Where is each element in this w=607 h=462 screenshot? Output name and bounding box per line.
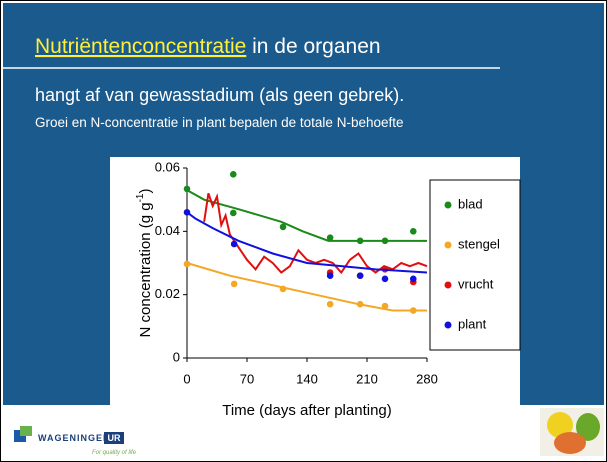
x-tick-label: 0 <box>183 371 190 386</box>
x-tick-label: 210 <box>356 371 378 386</box>
chart: 0 0.02 0.04 0.06 0 70 140 210 280 Time (days afte… <box>135 159 500 419</box>
data-point <box>183 209 191 216</box>
legend-marker <box>444 241 452 249</box>
legend-label: stengel <box>458 236 500 251</box>
data-point <box>230 280 238 288</box>
data-point <box>381 302 389 310</box>
x-tick-label: 70 <box>240 371 254 386</box>
x-axis-title: Time (days after planting) <box>222 402 392 419</box>
logo-mark <box>20 426 32 436</box>
data-point <box>326 300 334 308</box>
slide-title: Nutriëntenconcentratie in de organen <box>35 35 381 58</box>
logo-tagline: For quality of life <box>92 450 137 456</box>
data-point <box>229 171 237 178</box>
data-point <box>279 223 287 231</box>
y-tick-label: 0.02 <box>155 286 180 301</box>
legend-marker <box>444 201 452 209</box>
y-tick-label: 0.06 <box>155 159 180 174</box>
logo-box <box>104 432 124 444</box>
y-axis-title-part: -1 <box>135 193 146 202</box>
y-tick-label: 0.04 <box>155 223 180 238</box>
data-point <box>356 237 364 245</box>
legend-marker <box>444 321 452 329</box>
data-point <box>326 234 334 241</box>
y-axis-title: N concentration (g g-1) <box>135 189 154 338</box>
data-point <box>409 228 417 235</box>
data-point <box>381 275 389 283</box>
note: Groei en N-concentratie in plant bepalen… <box>35 115 404 130</box>
data-point <box>356 300 364 308</box>
x-tick-label: 280 <box>416 371 438 386</box>
logo-ur: UR <box>108 433 121 443</box>
data-point <box>183 260 191 268</box>
data-point <box>381 237 389 245</box>
model-line <box>186 189 427 242</box>
legend-label: vrucht <box>458 276 494 291</box>
pepper-image <box>540 408 604 456</box>
legend-box <box>429 179 521 351</box>
model-line <box>186 211 428 274</box>
data-point <box>229 209 237 217</box>
title-highlight: Nutriëntenconcentratie <box>35 35 246 58</box>
logo-text: WAGENINGEN <box>38 433 111 443</box>
x-tick-label: 140 <box>296 371 318 386</box>
y-tick-label: 0 <box>173 349 180 364</box>
data-point <box>230 240 238 248</box>
y-axis-title-part: ) <box>137 189 154 194</box>
model-line <box>186 262 427 312</box>
title-rest: in de organen <box>246 35 380 58</box>
data-point <box>409 307 417 314</box>
data-point <box>356 272 364 279</box>
data-point <box>279 285 287 293</box>
y-axis-title-part: N concentration (g g <box>137 202 154 337</box>
subtitle: hangt af van gewasstadium (als geen gebr… <box>35 85 404 105</box>
data-point <box>409 275 417 283</box>
legend-label: blad <box>458 196 483 211</box>
legend-label: plant <box>458 316 487 331</box>
data-point <box>183 185 191 193</box>
legend-marker <box>444 281 452 289</box>
data-point <box>326 272 334 279</box>
